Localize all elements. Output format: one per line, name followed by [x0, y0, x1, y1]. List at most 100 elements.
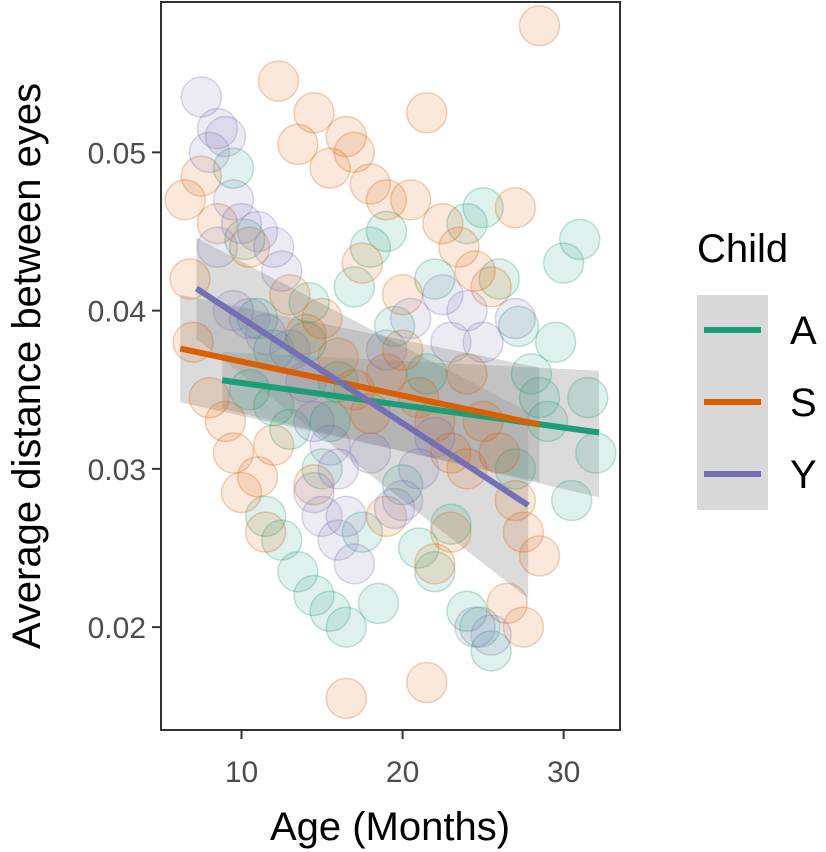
- point-a: [405, 353, 448, 395]
- point-s: [228, 226, 271, 269]
- point-y: [333, 543, 376, 585]
- point-a: [261, 519, 303, 561]
- point-a: [462, 186, 504, 229]
- point-a: [397, 527, 440, 569]
- point-a: [212, 147, 255, 189]
- point-s: [164, 179, 206, 221]
- point-y: [196, 107, 239, 150]
- point-s: [252, 424, 295, 466]
- point-s: [293, 463, 335, 506]
- point-s: [204, 400, 247, 443]
- trend-line-y: [194, 285, 530, 508]
- point-y: [446, 289, 488, 332]
- point-y: [470, 614, 512, 656]
- point-a: [381, 463, 424, 506]
- legend-label-y: Y: [790, 453, 817, 497]
- point-s: [430, 511, 472, 553]
- point-s: [257, 60, 300, 102]
- point-s: [454, 250, 496, 292]
- point-a: [357, 582, 400, 625]
- point-y: [309, 424, 351, 466]
- y-tick-label: 0.05: [88, 137, 146, 170]
- point-y: [365, 329, 408, 371]
- ribbon-y: [196, 237, 529, 599]
- point-y: [180, 76, 223, 118]
- point-a: [341, 511, 384, 553]
- point-s: [518, 4, 561, 47]
- point-a: [494, 448, 537, 490]
- point-a: [414, 550, 456, 593]
- point-a: [459, 606, 501, 648]
- point-a: [293, 574, 335, 617]
- point-y: [462, 321, 504, 364]
- point-s: [414, 543, 456, 585]
- point-y: [325, 495, 367, 538]
- legend-title: Child: [697, 227, 788, 271]
- point-a: [542, 242, 585, 284]
- point-y: [317, 519, 359, 561]
- point-a: [534, 321, 577, 364]
- x-axis-title: Age (Months): [270, 805, 510, 849]
- point-a: [365, 210, 408, 253]
- point-a: [288, 281, 330, 324]
- point-a: [446, 590, 488, 633]
- point-s: [438, 226, 480, 269]
- point-y: [252, 226, 295, 269]
- point-s: [502, 511, 545, 553]
- trend-lines: [179, 285, 600, 508]
- point-y: [188, 131, 231, 174]
- point-a: [223, 218, 266, 261]
- point-s: [220, 471, 263, 514]
- point-s: [269, 274, 311, 316]
- point-s: [365, 495, 408, 538]
- point-s: [301, 297, 343, 340]
- point-a: [497, 305, 540, 348]
- point-a: [309, 590, 351, 633]
- y-tick-label: 0.04: [88, 296, 146, 329]
- point-s: [518, 535, 561, 577]
- x-tick-label: 20: [386, 756, 419, 789]
- point-s: [285, 313, 327, 356]
- legend-label-a: A: [790, 309, 817, 353]
- legend: Child ASY: [697, 227, 817, 510]
- point-s: [309, 147, 351, 189]
- point-s: [196, 202, 239, 245]
- point-a: [510, 353, 553, 395]
- point-a: [518, 376, 561, 419]
- point-a: [309, 400, 351, 443]
- point-s: [502, 606, 545, 648]
- point-s: [405, 661, 448, 704]
- point-y: [220, 202, 263, 245]
- point-a: [430, 503, 472, 546]
- y-axis: 0.02 0.03 0.04 0.05: [88, 137, 161, 645]
- point-a: [550, 479, 593, 522]
- legend-label-s: S: [790, 381, 817, 425]
- point-y: [204, 115, 247, 158]
- point-s: [422, 202, 464, 245]
- point-y: [261, 250, 303, 292]
- point-a: [325, 606, 367, 648]
- point-y: [381, 479, 424, 522]
- x-tick-label: 30: [547, 756, 580, 789]
- point-a: [244, 495, 287, 538]
- point-y: [430, 321, 472, 364]
- point-s: [446, 353, 488, 395]
- point-s: [381, 274, 424, 316]
- point-s: [389, 179, 432, 221]
- x-axis: 10 20 30: [225, 730, 580, 789]
- point-s: [381, 329, 424, 371]
- y-tick-label: 0.03: [88, 454, 146, 487]
- point-s: [188, 376, 231, 419]
- point-a: [558, 218, 601, 261]
- point-s: [494, 186, 537, 229]
- point-a: [470, 630, 512, 672]
- point-y: [373, 487, 416, 530]
- point-s: [470, 266, 512, 308]
- y-tick-label: 0.02: [88, 612, 146, 645]
- point-s: [277, 123, 319, 166]
- point-s: [333, 131, 376, 174]
- point-a: [333, 266, 376, 308]
- point-s: [349, 163, 392, 205]
- point-y: [212, 179, 255, 221]
